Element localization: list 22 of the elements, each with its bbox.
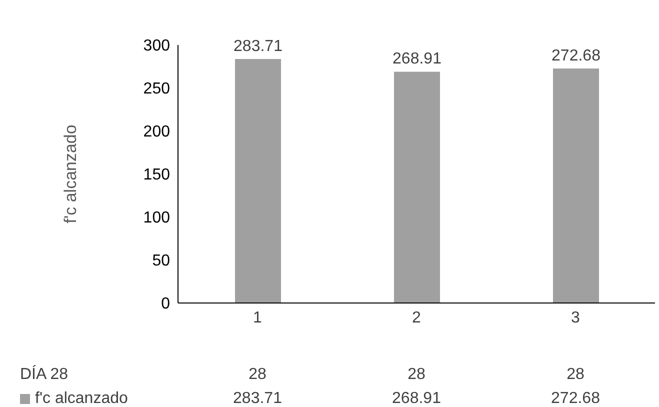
y-tick-label: 200 xyxy=(143,124,170,141)
y-tick-label: 100 xyxy=(143,210,170,227)
x-tick-label: 2 xyxy=(412,309,422,326)
y-tick-label: 250 xyxy=(143,80,170,98)
text: 28 xyxy=(408,366,426,384)
text: DÍA 28 xyxy=(20,366,68,384)
text: 283.71 xyxy=(234,38,282,56)
text: 272.68 xyxy=(552,47,600,64)
x-tick-label: 1 xyxy=(253,309,262,326)
y-tick-label: 0 xyxy=(161,296,170,313)
y-tick-label: 50 xyxy=(152,252,170,270)
text: 28 xyxy=(248,366,266,384)
legend-label: f'c alcanzado xyxy=(34,390,128,407)
text: 268.91 xyxy=(392,50,442,68)
x-tick-label: 3 xyxy=(571,309,580,326)
data-label: 283.71 xyxy=(233,390,282,407)
text: 28 xyxy=(566,366,584,384)
y-tick-label: 150 xyxy=(143,166,170,184)
y-tick-label: 300 xyxy=(143,38,170,55)
data-label: 268.91 xyxy=(392,390,441,407)
y-axis-title: f'c alcanzado xyxy=(61,124,80,224)
data-label: 272.68 xyxy=(551,390,600,407)
